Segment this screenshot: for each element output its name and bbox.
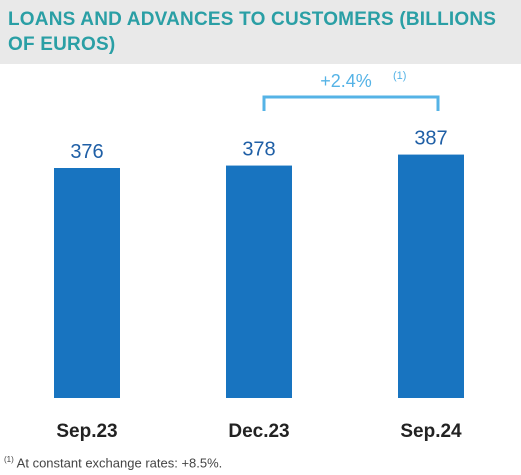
footnote-marker: (1) (4, 455, 14, 464)
category-label-Sep.23: Sep.23 (56, 421, 117, 442)
value-label-Sep.23: 376 (70, 141, 103, 163)
footnote-text: At constant exchange rates: +8.5%. (13, 455, 223, 471)
title-band (0, 0, 521, 64)
bar-Sep.23 (54, 168, 120, 398)
bar-Sep.24 (398, 154, 464, 398)
growth-annotation-text: +2.4% (320, 71, 372, 91)
value-labels-layer: 376 378 387 (70, 128, 447, 163)
footnote: (1) At constant exchange rates: +8.5%. (4, 455, 222, 470)
value-label-Sep.24: 387 (414, 128, 447, 150)
category-label-Sep.24: Sep.24 (400, 421, 462, 442)
category-labels-layer: Sep.23 Dec.23 Sep.24 (56, 421, 462, 442)
bars-layer (54, 154, 464, 398)
bar-Dec.23 (226, 165, 292, 398)
value-label-Dec.23: 378 (242, 139, 275, 161)
growth-bracket (262, 95, 440, 111)
bar-chart: 376 378 387 Sep.23 Dec.23 Sep.24 +2.4% (1) (54, 70, 464, 442)
growth-annotation-note: (1) (393, 70, 406, 82)
growth-annotation: +2.4% (1) (262, 70, 440, 111)
chart-title: LOANS AND ADVANCES TO CUSTOMERS (BILLION… (8, 9, 497, 55)
category-label-Dec.23: Dec.23 (228, 421, 289, 442)
